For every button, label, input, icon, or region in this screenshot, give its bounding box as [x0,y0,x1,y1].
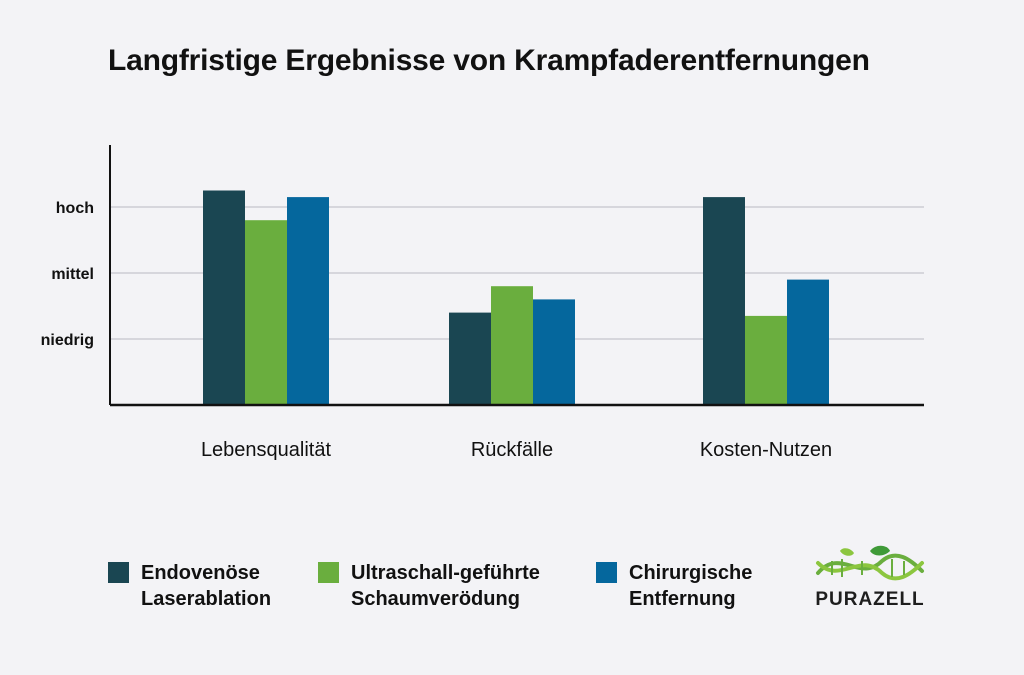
legend-label: Ultraschall-geführte Schaumverödung [351,562,540,610]
legend-swatch [108,562,129,583]
purazell-logo: PURAZELL [810,545,930,615]
bars [203,190,829,405]
bar-1-0 [449,312,491,405]
bar-1-2 [533,299,575,405]
legend-item-ultraschall-schaumveroedung: Ultraschall-geführte Schaumverödung [318,560,540,612]
y-tick-label: niedrig [41,332,94,349]
axis-labels: niedrig mittel hoch Lebensqualität Rückfälle… [41,200,832,461]
bar-0-2 [287,197,329,405]
axes [109,145,924,407]
legend-item-endovenoese-laserablation: Endovenöse Laserablation [108,560,271,612]
x-tick-label: Kosten-Nutzen [700,439,832,461]
legend-swatch [318,562,339,583]
chart-title: Langfristige Ergebnisse von Krampfaderen… [108,44,870,77]
y-tick-label: mittel [51,266,94,283]
y-tick-label: hoch [56,200,94,217]
bar-2-1 [745,315,787,405]
logo-text: PURAZELL [815,589,925,610]
x-tick-label: Rückfälle [471,439,553,461]
bar-2-2 [787,279,829,405]
x-tick-label: Lebensqualität [201,439,332,461]
legend-swatch [596,562,617,583]
bar-2-0 [703,197,745,405]
bar-0-0 [203,190,245,405]
dna-leaf-icon [816,545,924,581]
legend-item-chirurgische-entfernung: Chirurgische Entfernung [596,560,752,612]
bar-1-1 [491,286,533,405]
bar-0-1 [245,220,287,405]
legend-label: Endovenöse Laserablation [141,562,272,610]
legend-label: Chirurgische Entfernung [629,562,753,610]
